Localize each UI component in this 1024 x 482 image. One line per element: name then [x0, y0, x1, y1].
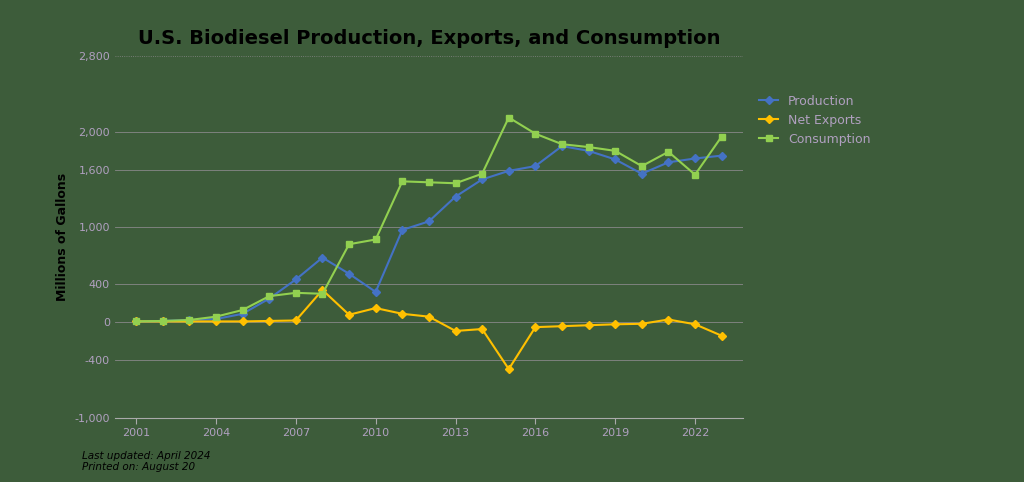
Net Exports — [396, 311, 409, 317]
Production — [396, 227, 409, 233]
Production — [716, 153, 728, 159]
Net Exports — [130, 319, 142, 324]
Consumption — [130, 319, 142, 324]
Net Exports — [263, 318, 275, 324]
Net Exports — [503, 366, 515, 372]
Production — [316, 254, 329, 260]
Production — [503, 168, 515, 174]
Consumption — [316, 291, 329, 297]
Production — [343, 271, 355, 277]
Text: Last updated: April 2024
Printed on: August 20: Last updated: April 2024 Printed on: Aug… — [82, 451, 210, 472]
Production — [529, 163, 542, 169]
Net Exports — [316, 287, 329, 293]
Line: Net Exports: Net Exports — [133, 287, 725, 372]
Production — [663, 160, 675, 165]
Consumption — [183, 317, 196, 323]
Production — [290, 277, 302, 282]
Net Exports — [423, 314, 435, 320]
Production — [609, 157, 622, 162]
Consumption — [583, 144, 595, 150]
Production — [183, 317, 196, 323]
Consumption — [636, 163, 648, 169]
Consumption — [609, 148, 622, 154]
Consumption — [396, 178, 409, 184]
Production — [423, 218, 435, 224]
Consumption — [663, 149, 675, 155]
Consumption — [343, 241, 355, 247]
Net Exports — [370, 305, 382, 311]
Net Exports — [556, 323, 568, 329]
Net Exports — [609, 321, 622, 327]
Line: Production: Production — [133, 143, 725, 324]
Consumption — [503, 115, 515, 120]
Net Exports — [529, 324, 542, 330]
Production — [157, 318, 169, 324]
Net Exports — [636, 321, 648, 327]
Production — [370, 289, 382, 295]
Net Exports — [157, 319, 169, 324]
Production — [237, 311, 249, 317]
Title: U.S. Biodiesel Production, Exports, and Consumption: U.S. Biodiesel Production, Exports, and … — [137, 29, 720, 49]
Net Exports — [183, 319, 196, 324]
Net Exports — [583, 322, 595, 328]
Consumption — [210, 314, 222, 320]
Consumption — [689, 172, 701, 177]
Line: Consumption: Consumption — [133, 114, 725, 324]
Consumption — [476, 171, 488, 176]
Consumption — [556, 141, 568, 147]
Net Exports — [716, 333, 728, 339]
Net Exports — [450, 328, 462, 334]
Consumption — [290, 290, 302, 296]
Production — [263, 295, 275, 301]
Production — [583, 148, 595, 154]
Production — [210, 316, 222, 322]
Net Exports — [237, 319, 249, 324]
Net Exports — [210, 319, 222, 324]
Y-axis label: Millions of Gallons: Millions of Gallons — [56, 173, 69, 301]
Production — [636, 171, 648, 176]
Consumption — [423, 179, 435, 185]
Consumption — [529, 131, 542, 136]
Production — [556, 143, 568, 149]
Legend: Production, Net Exports, Consumption: Production, Net Exports, Consumption — [756, 91, 874, 150]
Net Exports — [290, 318, 302, 323]
Consumption — [263, 293, 275, 299]
Net Exports — [476, 326, 488, 332]
Production — [450, 194, 462, 200]
Consumption — [370, 237, 382, 242]
Net Exports — [663, 317, 675, 322]
Production — [130, 319, 142, 324]
Net Exports — [689, 321, 701, 327]
Consumption — [157, 318, 169, 324]
Consumption — [237, 307, 249, 313]
Consumption — [716, 134, 728, 139]
Production — [689, 156, 701, 161]
Net Exports — [343, 312, 355, 318]
Production — [476, 176, 488, 182]
Consumption — [450, 180, 462, 186]
